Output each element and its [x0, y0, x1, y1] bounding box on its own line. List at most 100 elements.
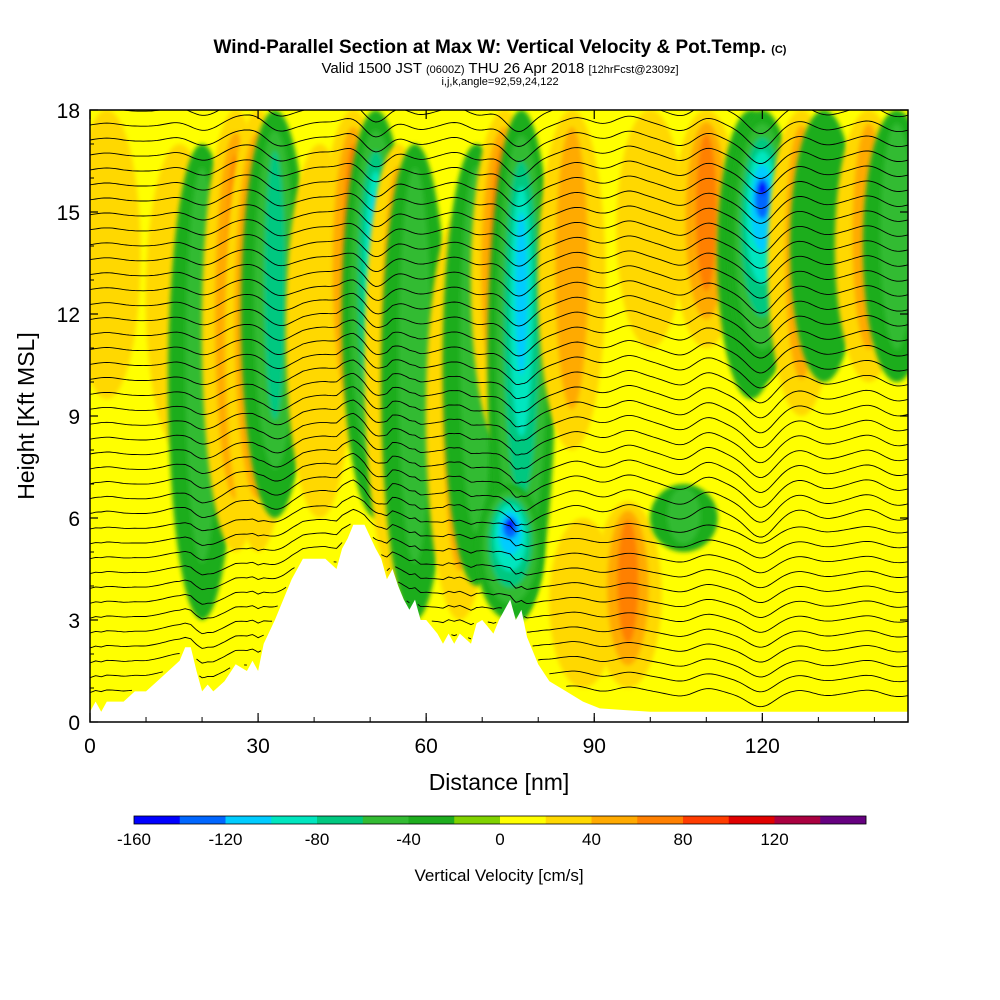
theta-contour [90, 144, 908, 179]
terrain-mask [90, 524, 908, 722]
chart-title-main: Wind-Parallel Section at Max W: Vertical… [213, 37, 766, 58]
colorbar-swatch [362, 816, 409, 824]
velocity-band [616, 110, 685, 348]
theta-contour [90, 452, 908, 508]
theta-contour [90, 600, 908, 633]
colorbar-tick-label: -120 [208, 830, 242, 849]
theta-contour [90, 508, 908, 559]
x-tick-label: 90 [583, 735, 606, 758]
colorbar-swatch [637, 816, 684, 824]
theta-contour [90, 234, 908, 269]
y-tick-label: 0 [68, 712, 80, 735]
y-tick-label: 18 [57, 100, 80, 123]
colorbar-tick-label: 0 [495, 830, 504, 849]
velocity-band [515, 212, 528, 376]
chart-title: Wind-Parallel Section at Max W: Vertical… [0, 37, 1000, 59]
velocity-band [758, 182, 767, 195]
colorbar-swatch [271, 816, 318, 824]
colorbar-tick-label: -80 [305, 830, 330, 849]
velocity-band [264, 150, 286, 421]
colorbar-tick-label: -160 [117, 830, 151, 849]
theta-contour [90, 129, 908, 164]
theta-contour [90, 306, 908, 344]
theta-contour [90, 386, 908, 434]
velocity-band [617, 519, 639, 644]
theta-contour [90, 249, 908, 284]
x-axis-title: Distance [nm] [429, 769, 570, 795]
velocity-column [537, 110, 606, 450]
y-tick-label: 9 [68, 406, 80, 429]
theta-contour [90, 279, 908, 314]
theta-contour [90, 479, 908, 538]
plot-area [90, 110, 908, 722]
theta-contour [90, 219, 908, 254]
theta-contour [90, 204, 908, 239]
velocity-column [616, 110, 685, 348]
theta-contour [90, 359, 908, 404]
velocity-band [667, 487, 701, 544]
theta-contour [90, 399, 908, 449]
colorbar-tick-label: -40 [396, 830, 421, 849]
theta-contour [90, 372, 908, 419]
x-tick-label: 120 [745, 735, 780, 758]
copyright-mark: (C) [771, 44, 787, 56]
x-tick-label: 60 [414, 735, 437, 758]
x-tick-label: 0 [84, 735, 96, 758]
theta-contour [90, 664, 908, 693]
theta-contour [90, 319, 908, 359]
colorbar-swatch [317, 816, 364, 824]
velocity-field [90, 110, 908, 688]
velocity-column [476, 484, 545, 620]
velocity-column [649, 484, 718, 552]
colorbar-swatch [774, 816, 821, 824]
valid-time: Valid 1500 JST [321, 60, 422, 77]
theta-contour [90, 685, 908, 708]
colorbar-swatch [728, 816, 775, 824]
x-tick-label: 30 [246, 735, 269, 758]
colorbar: -160 -120 -80 -40 0 40 80 120 [117, 815, 867, 849]
valid-utc: (0600Z) [425, 64, 465, 76]
theta-contour [90, 114, 908, 149]
chart-subtitle: Valid 1500 JST (0600Z) THU 26 Apr 2018 [… [0, 60, 1000, 77]
colorbar-swatch [179, 816, 226, 824]
colorbar-tick-label: 80 [674, 830, 693, 849]
velocity-band [90, 110, 141, 399]
colorbar-frame [133, 815, 867, 825]
axis-ticks: 0 3 6 9 12 15 18 0 30 60 90 120 [57, 100, 908, 758]
colorbar-swatch [408, 816, 455, 824]
colorbar-swatch [225, 816, 272, 824]
theta-contour [90, 110, 908, 135]
y-tick-label: 6 [68, 508, 80, 531]
theta-contour [90, 159, 908, 194]
theta-contour [90, 426, 908, 479]
colorbar-tick-label: 120 [760, 830, 788, 849]
colorbar-swatch [545, 816, 592, 824]
theta-contour [90, 495, 908, 544]
colorbar-swatch [454, 816, 501, 824]
forecast-info: [12hrFcst@2309z] [588, 64, 679, 76]
y-tick-label: 3 [68, 610, 80, 633]
colorbar-swatch [820, 816, 867, 824]
theta-contour [90, 523, 908, 574]
colorbar-tick-label: 40 [582, 830, 601, 849]
velocity-band [506, 517, 515, 530]
theta-contour [90, 561, 908, 604]
colorbar-title: Vertical Velocity [cm/s] [414, 866, 583, 885]
theta-contours [90, 110, 908, 708]
velocity-column [90, 110, 141, 399]
theta-contour [90, 542, 908, 589]
y-axis-title: Height [Kft MSL] [13, 332, 39, 499]
grid-indices: i,j,k,angle=92,59,24,122 [441, 76, 559, 88]
theta-contour [90, 439, 908, 493]
y-tick-label: 12 [57, 304, 80, 327]
theta-contour [90, 648, 908, 678]
theta-contour [90, 332, 908, 374]
colorbar-swatch [134, 816, 181, 824]
theta-contour [90, 189, 908, 224]
theta-contour [90, 412, 908, 464]
colorbar-swatch [683, 816, 730, 824]
theta-contour [90, 174, 908, 209]
valid-date: THU 26 Apr 2018 [468, 60, 585, 77]
